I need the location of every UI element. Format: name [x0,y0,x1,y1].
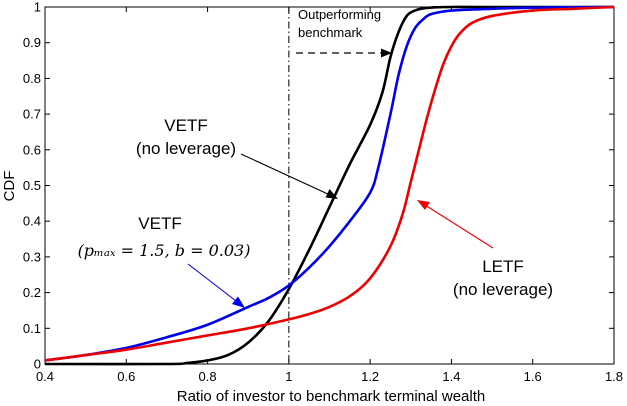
x-tick-label: 1.6 [524,369,542,384]
anno-letf-line2: (no leverage) [453,280,553,299]
anno-outperforming-arrowhead [381,48,392,58]
anno-letf-arrowhead [417,200,430,210]
series-line-vetf_noleverage [44,5,614,366]
y-tick-label: 0.8 [23,71,41,86]
anno-outperforming-line1: Outperforming [298,7,381,22]
x-tick-label: 0.8 [199,369,217,384]
anno-letf-line1: LETF [482,257,524,276]
y-tick-label: 0.3 [23,249,41,264]
anno-letf-arrow-shaft [424,204,494,249]
anno-vetf-leverage-line1: VETF [138,214,181,233]
x-tick-label: 1.4 [442,369,460,384]
x-tick-label: 0.4 [36,369,54,384]
y-tick-label: 1 [34,0,41,15]
anno-vetf-noleverage-arrowhead [325,189,338,199]
y-axis-title: CDF [1,171,18,202]
x-tick-label: 1.2 [361,369,379,384]
anno-vetf-noleverage-line1: VETF [164,116,207,135]
x-axis-title: Ratio of investor to benchmark terminal … [177,388,485,405]
y-tick-label: 0.2 [23,285,41,300]
x-tick-label: 0.6 [117,369,135,384]
series-line-letf_noleverage [44,5,615,362]
annotations: Outperforming benchmark VETF (no leverag… [78,7,553,308]
anno-vetf-noleverage-line2: (no leverage) [136,139,236,158]
anno-vetf-leverage-arrow-shaft [187,263,237,302]
plot-area [44,6,615,365]
anno-vetf-noleverage-arrow-shaft [240,153,331,196]
anno-vetf-leverage-math: (pₘₐₓ = 1.5, b = 0.03) [78,241,251,260]
y-tick-label: 0.5 [23,178,41,193]
y-tick-label: 0.1 [23,321,41,336]
series-group [44,5,615,366]
y-tick-label: 0.4 [23,214,41,229]
plot-frame [44,6,615,365]
y-tick-label: 0.9 [23,35,41,50]
x-tick-label: 1 [285,369,292,384]
series-line-vetf_leverage [44,5,615,362]
axis-titles: Ratio of investor to benchmark terminal … [1,171,485,405]
x-tick-label: 1.8 [605,369,623,384]
anno-outperforming-line2: benchmark [298,25,363,40]
y-tick-label: 0.6 [23,142,41,157]
y-tick-label: 0.7 [23,107,41,122]
anno-vetf-leverage-arrowhead [232,296,245,308]
y-tick-label: 0 [34,357,41,372]
